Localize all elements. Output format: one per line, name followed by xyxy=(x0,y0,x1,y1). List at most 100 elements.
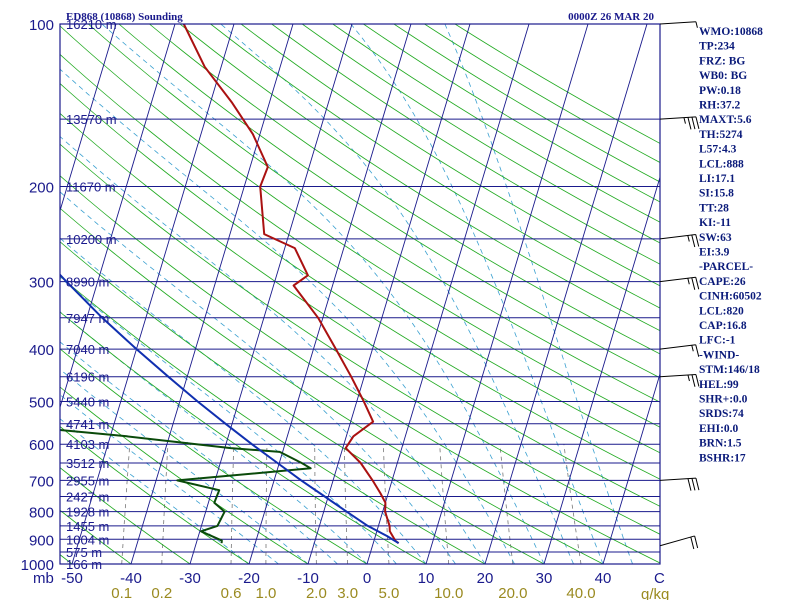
index-panel-line: -WIND- xyxy=(699,349,739,361)
temperature-tick-label: -10 xyxy=(297,570,319,587)
height-label: 6196 m xyxy=(66,370,109,385)
dry-adiabat-line xyxy=(393,24,660,183)
height-label: 8990 m xyxy=(66,275,109,290)
temperature-tick-label: -30 xyxy=(179,570,201,587)
index-panel-line: RH:37.2 xyxy=(699,100,740,112)
dry-adiabat-line xyxy=(149,24,660,355)
mixing-ratio-tick-label: 1.0 xyxy=(256,585,277,600)
temperature-line xyxy=(182,24,400,544)
dry-adiabat-line xyxy=(454,24,660,144)
index-panel-line: EHI:0.0 xyxy=(699,423,739,435)
height-label: 10200 m xyxy=(66,232,117,247)
pressure-tick-label: 200 xyxy=(29,180,54,197)
pressure-tick-label: 300 xyxy=(29,275,54,292)
dry-adiabat-line xyxy=(424,24,660,163)
index-panel-line: LCL:820 xyxy=(699,305,744,317)
height-label: 16210 m xyxy=(66,17,117,32)
index-panel-line: WB0: BG xyxy=(699,70,747,82)
mixing-ratio-tick-label: 0.6 xyxy=(221,585,242,600)
height-label: 4741 m xyxy=(66,417,109,432)
dry-adiabat-line xyxy=(179,24,660,332)
mixing-ratio-line xyxy=(314,444,317,564)
isotherm-line xyxy=(543,175,660,564)
mixing-ratio-tick-label: 2.0 xyxy=(306,585,327,600)
moist-adiabat-line xyxy=(444,24,633,564)
pressure-axis-labels: 100 200 300 400 500 600 700 800 900 1000 xyxy=(21,17,54,574)
index-panel-line: BRN:1.5 xyxy=(699,438,742,450)
height-labels: 16210 m 13570 m 11670 m 10200 m 8990 m 7947 m… xyxy=(66,17,117,572)
mixing-ratio-tick-label: 10.0 xyxy=(434,585,463,600)
temperature-tick-label: -20 xyxy=(238,570,260,587)
height-label: 166 m xyxy=(66,557,102,572)
dry-adiabat-line xyxy=(60,53,660,454)
mixing-ratio-line xyxy=(265,444,268,564)
height-label: 13570 m xyxy=(66,112,117,127)
index-panel-line: L57:4.3 xyxy=(699,144,737,156)
wind-barb xyxy=(659,477,700,491)
moist-adiabat-line xyxy=(60,368,309,564)
index-panel-line: LCL:888 xyxy=(699,158,744,170)
sounding-profiles xyxy=(60,24,400,545)
pressure-tick-label: 900 xyxy=(29,532,54,549)
height-label: 4103 m xyxy=(66,437,109,452)
isotherm-line xyxy=(248,24,412,564)
moist-adiabat-line xyxy=(60,394,279,564)
index-panel-line: LFC:-1 xyxy=(699,335,736,347)
wind-barb xyxy=(659,535,699,550)
pressure-tick-label: 100 xyxy=(29,17,54,34)
isotherm-line xyxy=(484,24,648,564)
mixing-ratio-tick-label: 3.0 xyxy=(337,585,358,600)
mixing-ratio-tick-label: 5.0 xyxy=(379,585,400,600)
pressure-tick-label: 800 xyxy=(29,505,54,522)
wind-barb xyxy=(659,21,698,28)
dewpoint-line xyxy=(60,428,312,544)
mixing-ratio-tick-label: 40.0 xyxy=(566,585,595,600)
isotherm-line xyxy=(189,24,353,564)
dry-adiabat-line xyxy=(60,143,660,535)
temperature-tick-label: -40 xyxy=(120,570,142,587)
isotherm-line xyxy=(602,372,660,564)
chart-timestamp: 0000Z 26 MAR 20 xyxy=(568,11,654,23)
pressure-tick-label: 600 xyxy=(29,437,54,454)
dry-adiabat-line xyxy=(118,24,660,379)
isotherm-line xyxy=(307,24,471,564)
background-grid xyxy=(60,24,660,564)
mixing-ratio-line xyxy=(121,444,131,564)
isotherm-line xyxy=(425,24,589,564)
moist-adiabat-line xyxy=(60,311,368,564)
moist-adiabat-line xyxy=(60,341,338,564)
dry-adiabat-line xyxy=(88,24,660,403)
index-panel-line: -PARCEL- xyxy=(699,261,753,273)
dry-adiabat-line xyxy=(271,24,660,265)
mixing-ratio-tick-label: 0.2 xyxy=(151,585,172,600)
index-panel-line: CAPE:26 xyxy=(699,276,746,288)
wind-barb xyxy=(659,374,700,387)
index-panel-line: TH:5274 xyxy=(699,129,743,141)
index-panel-line: SHR+:0.0 xyxy=(699,394,748,406)
pressure-tick-label: 700 xyxy=(29,473,54,490)
plot-frame xyxy=(59,23,661,565)
index-panel-line: MAXT:5.6 xyxy=(699,114,752,126)
index-panel-line: HEL:99 xyxy=(699,379,739,391)
pressure-tick-label: 500 xyxy=(29,394,54,411)
index-panel-line: CINH:60502 xyxy=(699,291,762,303)
index-panel-line: TT:28 xyxy=(699,202,729,214)
mixing-ratio-line xyxy=(161,444,169,564)
index-panel-line: TP:234 xyxy=(699,41,735,53)
height-label: 2955 m xyxy=(66,473,109,488)
dry-adiabat-line xyxy=(210,24,660,309)
pressure-unit-label: mb xyxy=(33,570,54,587)
height-label: 7040 m xyxy=(66,342,109,357)
mixing-ratio-line xyxy=(563,444,582,564)
isotherm-line xyxy=(71,24,235,564)
dry-adiabat-line xyxy=(60,112,660,507)
mixing-ratio-line xyxy=(230,444,235,564)
temperature-tick-label: 10 xyxy=(418,570,435,587)
wind-barb xyxy=(659,116,700,130)
index-panel-line: SI:15.8 xyxy=(699,188,734,200)
isotherm-line xyxy=(60,24,176,409)
index-panel-line: WMO:10868 xyxy=(699,26,763,38)
dry-adiabat-line xyxy=(60,467,191,564)
index-panel-line: EI:3.9 xyxy=(699,247,730,259)
